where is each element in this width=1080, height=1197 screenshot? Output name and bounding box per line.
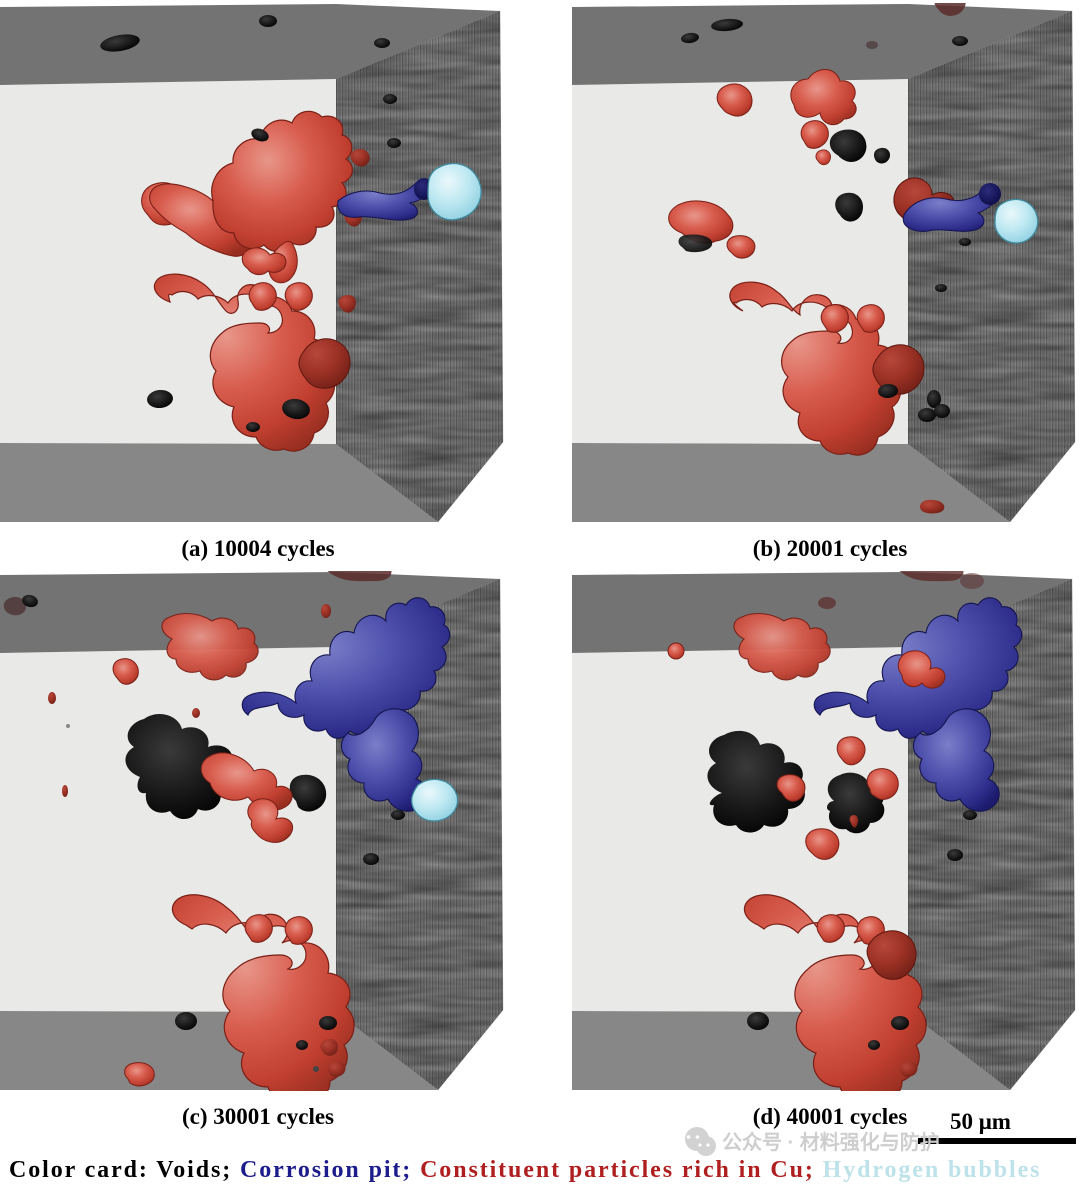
- svg-text:公众号 · 材料强化与防护: 公众号 · 材料强化与防护: [722, 1130, 940, 1154]
